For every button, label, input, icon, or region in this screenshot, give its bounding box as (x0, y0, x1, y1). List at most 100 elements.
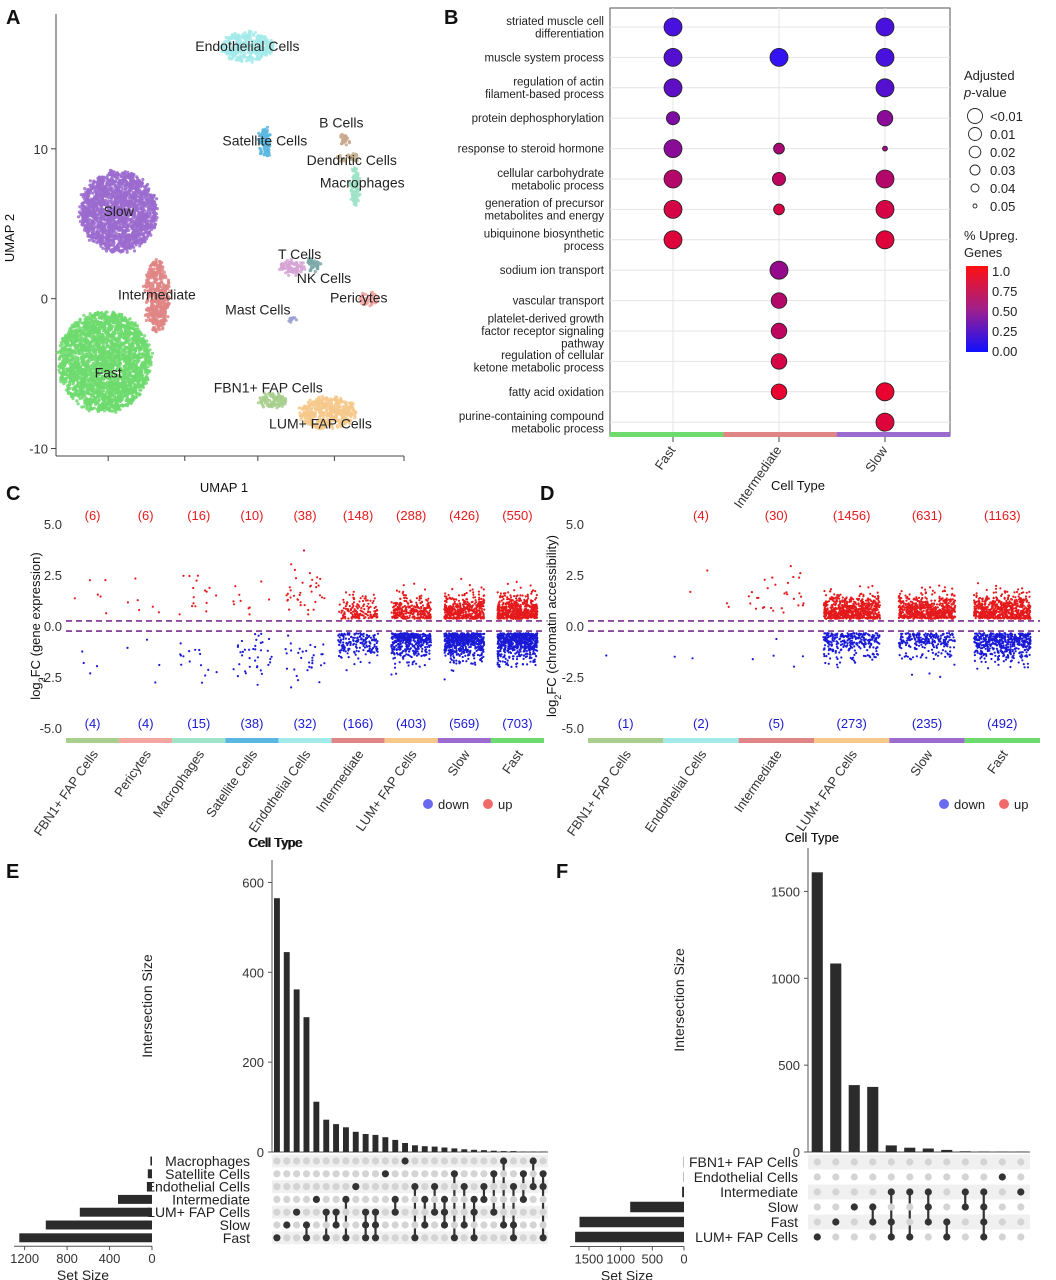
up-point (402, 614, 405, 617)
down-point (391, 637, 394, 640)
up-count-label: (6) (85, 508, 101, 523)
up-point (509, 615, 512, 618)
down-point (424, 638, 427, 641)
up-point (519, 605, 522, 608)
down-point (519, 648, 522, 651)
umap-cluster-fbn1-fap-cells (256, 391, 288, 410)
up-point (374, 605, 377, 608)
up-point (530, 615, 533, 619)
up-point (866, 617, 869, 620)
up-point (950, 607, 953, 610)
up-point (824, 615, 827, 618)
up-point (501, 613, 504, 616)
down-point (408, 648, 412, 651)
up-point (192, 602, 195, 605)
up-point (373, 610, 376, 613)
umap-y-label: UMAP 2 (2, 214, 17, 262)
down-point (126, 646, 129, 650)
down-point (476, 653, 479, 657)
up-point (472, 596, 475, 599)
up-point (749, 602, 752, 605)
down-point (254, 659, 257, 662)
down-point (353, 651, 356, 654)
up-point (481, 604, 484, 607)
down-point (188, 660, 191, 663)
up-point (467, 604, 470, 608)
up-point (483, 599, 486, 602)
x-tick-label: Satellite Cells (203, 747, 261, 821)
up-point (423, 617, 426, 620)
down-point (357, 650, 360, 653)
up-point (923, 605, 926, 609)
down-point (360, 641, 364, 644)
color-legend-label: 0.00 (992, 344, 1017, 359)
down-point (473, 641, 476, 644)
down-point (428, 632, 431, 636)
up-point (461, 603, 465, 606)
up-point (867, 611, 870, 614)
up-point (463, 606, 467, 609)
down-point (836, 632, 839, 635)
up-point (527, 604, 531, 608)
up-point (825, 617, 828, 621)
up-point (205, 610, 208, 613)
x-tick-label: FBN1+ FAP Cells (31, 747, 102, 839)
down-point (461, 646, 464, 649)
down-point (344, 650, 347, 653)
down-point (478, 654, 481, 657)
up-point (136, 599, 139, 602)
down-point (394, 662, 397, 665)
up-point (234, 585, 237, 588)
up-point (518, 597, 521, 600)
up-point (843, 605, 846, 608)
down-point (822, 638, 826, 641)
up-point (532, 615, 535, 618)
up-point (376, 616, 379, 619)
up-point (452, 617, 455, 620)
down-point (248, 665, 251, 668)
up-point (294, 577, 298, 580)
down-point (468, 653, 471, 656)
down-point (480, 652, 483, 655)
up-point (868, 607, 872, 610)
down-point (515, 658, 519, 661)
down-point (479, 644, 482, 647)
up-point (420, 597, 423, 600)
up-point (849, 607, 852, 610)
up-point (399, 604, 402, 607)
down-point (524, 632, 527, 635)
up-point (792, 597, 796, 601)
down-point (835, 656, 838, 659)
down-count-label: (1) (618, 716, 634, 731)
down-point (359, 660, 362, 664)
down-point (248, 648, 251, 651)
up-point (845, 606, 848, 610)
down-point (449, 633, 452, 636)
up-point (452, 605, 455, 608)
up-point (353, 608, 356, 611)
up-point (869, 617, 872, 620)
up-point (356, 612, 359, 616)
dotplot-x-label: Cell Type (771, 478, 825, 493)
y-tick-label: 2.5 (44, 568, 62, 583)
up-point (802, 602, 805, 605)
up-point (359, 597, 362, 600)
up-point (398, 606, 401, 610)
up-point (445, 599, 448, 602)
down-point (354, 653, 357, 656)
down-point (529, 660, 532, 663)
up-point (307, 613, 310, 616)
down-point (449, 657, 452, 660)
up-point (837, 604, 840, 607)
up-point (427, 614, 430, 617)
down-point (473, 651, 476, 655)
up-point (298, 593, 301, 597)
down-point (421, 647, 424, 651)
panel-label-e: E (6, 861, 19, 883)
up-point (96, 593, 99, 596)
down-point (290, 649, 293, 652)
down-point (512, 655, 515, 658)
down-point (338, 636, 341, 639)
up-point (754, 607, 758, 610)
up-point (903, 608, 906, 611)
